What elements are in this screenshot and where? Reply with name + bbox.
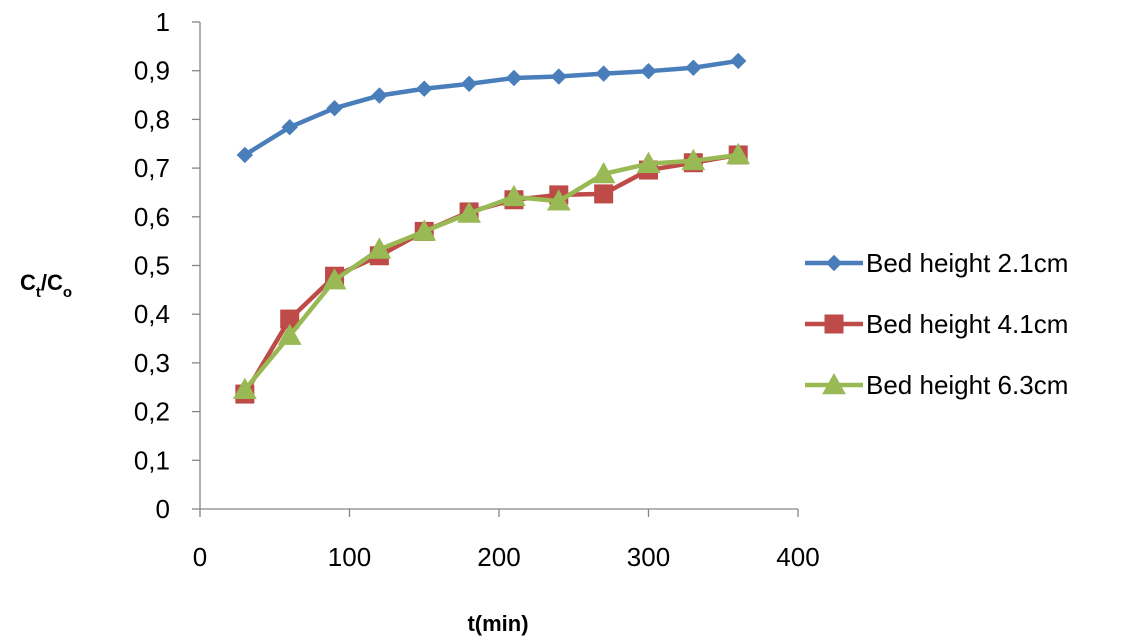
data-point-series-3 bbox=[367, 237, 392, 259]
y-tick-label: 0,3 bbox=[134, 348, 170, 378]
series-line-2 bbox=[242, 152, 741, 397]
data-point-series-1 bbox=[326, 99, 343, 117]
data-point-series-3 bbox=[457, 201, 481, 223]
y-axis-title-sub1: t bbox=[36, 284, 41, 301]
data-point-series-1 bbox=[595, 65, 612, 82]
data-point-series-3 bbox=[412, 219, 437, 241]
x-tick-label: 300 bbox=[627, 542, 670, 572]
data-point-series-1 bbox=[236, 146, 254, 164]
data-point-series-3 bbox=[591, 161, 616, 184]
data-point-series-3 bbox=[277, 323, 302, 345]
data-point-series-1 bbox=[505, 69, 523, 87]
y-tick-label: 0,8 bbox=[134, 104, 170, 134]
x-tick-label: 400 bbox=[776, 542, 819, 572]
data-point-series-1 bbox=[416, 80, 433, 97]
data-point-series-1 bbox=[281, 118, 298, 136]
data-point-series-3 bbox=[233, 377, 257, 399]
data-point-series-1 bbox=[460, 75, 478, 93]
y-axis-title-slash: / bbox=[41, 270, 47, 295]
series-line-1 bbox=[242, 58, 741, 158]
x-tick-label: 0 bbox=[193, 542, 207, 572]
series-line-3 bbox=[242, 152, 741, 392]
data-point-series-2 bbox=[594, 184, 614, 204]
x-tick-label: 100 bbox=[328, 542, 371, 572]
data-point-series-1 bbox=[550, 68, 568, 85]
legend: Bed height 2.1cm Bed height 4.1cm Bed heig… bbox=[805, 248, 1068, 400]
legend-marker-2 bbox=[824, 314, 844, 334]
y-tick-label: 0,6 bbox=[134, 202, 170, 232]
legend-marker-1 bbox=[825, 254, 843, 272]
legend-marker-3 bbox=[822, 372, 846, 395]
data-point-series-1 bbox=[371, 87, 388, 104]
data-point-series-3 bbox=[636, 151, 661, 174]
x-tick-label: 200 bbox=[477, 542, 520, 572]
y-tick-label: 0,7 bbox=[134, 153, 170, 183]
y-axis-title: Ct/Co bbox=[20, 270, 72, 301]
y-axis-title-main2: C bbox=[47, 270, 63, 295]
y-tick-label: 0,9 bbox=[134, 56, 170, 86]
data-point-series-3 bbox=[502, 184, 526, 207]
y-axis-title-sub2: o bbox=[63, 284, 72, 301]
legend-label-2: Bed height 4.1cm bbox=[866, 309, 1068, 339]
plot-area bbox=[233, 52, 751, 404]
data-point-series-3 bbox=[322, 268, 347, 290]
legend-label-3: Bed height 6.3cm bbox=[866, 370, 1068, 400]
data-point-series-3 bbox=[681, 148, 706, 171]
y-tick-label: 0,2 bbox=[134, 397, 170, 427]
data-point-series-1 bbox=[640, 62, 657, 80]
y-axis-title-main1: C bbox=[20, 270, 36, 295]
data-point-series-3 bbox=[546, 189, 571, 211]
y-tick-label: 0,5 bbox=[134, 251, 170, 281]
x-axis-title: t(min) bbox=[467, 611, 528, 636]
data-point-series-1 bbox=[685, 59, 702, 76]
y-tick-label: 0,1 bbox=[134, 445, 170, 475]
data-point-series-1 bbox=[729, 52, 747, 70]
axes: 0 0,1 0,2 0,3 0,4 0,5 0,6 0,7 0,8 0,9 1 0 100 200 300 4… bbox=[134, 7, 820, 572]
y-tick-label: 0 bbox=[156, 494, 170, 524]
legend-label-1: Bed height 2.1cm bbox=[866, 248, 1068, 278]
y-tick-label: 1 bbox=[156, 7, 170, 37]
data-point-series-3 bbox=[726, 142, 751, 165]
y-tick-label: 0,4 bbox=[134, 299, 170, 329]
